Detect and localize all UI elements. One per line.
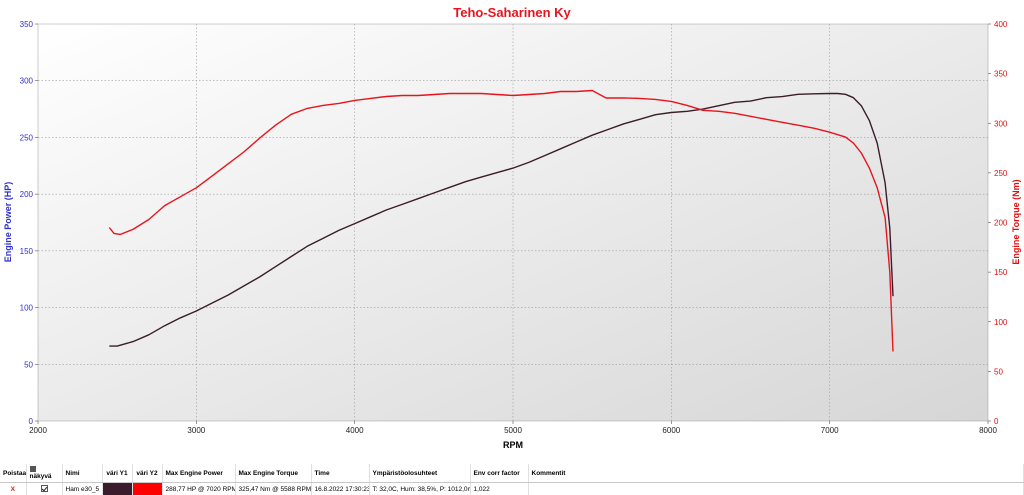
color-y1-swatch[interactable]	[102, 483, 131, 495]
header-time[interactable]: Time	[311, 464, 370, 483]
header-name[interactable]: Nimi	[62, 464, 103, 483]
run-name: Ham e30_5	[62, 482, 103, 495]
engine-power-line	[109, 92, 894, 347]
color-y2-cell[interactable]	[132, 482, 163, 495]
x-tick-label: 8000	[979, 426, 997, 435]
visible-all-checkbox[interactable]	[29, 466, 36, 473]
header-visible-label: näkyvä	[29, 473, 52, 480]
header-color-y2[interactable]: väri Y2	[132, 464, 163, 483]
header-env[interactable]: Ympäristöolosuhteet	[369, 464, 471, 483]
runs-table: Poistaa näkyvä Nimi väri Y1 väri Y2 Max …	[0, 464, 1024, 495]
env-value: T: 32,0C, Hum: 38,5%, P: 1012,0mBar	[369, 482, 471, 495]
time-value: 16.8.2022 17:30:23	[311, 482, 370, 495]
y-left-tick-label: 250	[20, 133, 34, 142]
delete-button[interactable]: X	[0, 482, 27, 495]
y-right-tick-label: 200	[994, 219, 1008, 228]
max-torque-value: 325,47 Nm @ 5588 RPM	[235, 482, 312, 495]
table-header-row: Poistaa näkyvä Nimi väri Y1 väri Y2 Max …	[0, 464, 1024, 483]
y-right-tick-label: 250	[994, 169, 1008, 178]
header-env-corr[interactable]: Env corr factor	[470, 464, 529, 483]
y-left-tick-label: 0	[29, 417, 34, 426]
axes: 2000 3000 4000 5000 6000 7000 8000050100150200…	[20, 20, 1008, 435]
visible-cell[interactable]	[26, 482, 63, 495]
y-right-tick-label: 50	[994, 367, 1003, 376]
x-tick-label: 2000	[29, 426, 47, 435]
x-tick-label: 5000	[504, 426, 522, 435]
y-right-tick-label: 0	[994, 417, 999, 426]
chart-title: Teho-Saharinen Ky	[453, 5, 571, 20]
x-tick-label: 7000	[821, 426, 839, 435]
header-visible[interactable]: näkyvä	[26, 464, 63, 483]
color-y1-cell[interactable]	[102, 482, 133, 495]
y-right-tick-label: 350	[994, 70, 1008, 79]
visible-checkbox[interactable]	[40, 485, 48, 493]
x-tick-label: 4000	[346, 426, 364, 435]
y-left-tick-label: 350	[20, 20, 34, 29]
engine-torque-line	[108, 89, 894, 352]
y-left-tick-label: 150	[20, 247, 34, 256]
header-color-y1[interactable]: väri Y1	[102, 464, 133, 483]
y-right-tick-label: 150	[994, 268, 1008, 277]
gridlines	[38, 24, 988, 421]
dyno-chart: Teho-Saharinen Ky 2000 3000 4000 5000 6000 70…	[3, 5, 1021, 450]
plot-area	[37, 23, 989, 422]
header-max-torque[interactable]: Max Engine Torque	[235, 464, 312, 483]
comment-value[interactable]	[528, 482, 1024, 495]
x-axis-label: RPM	[503, 440, 523, 450]
series-layer	[108, 89, 894, 352]
header-comment[interactable]: Kommentit	[528, 464, 1024, 483]
y-left-tick-label: 50	[24, 360, 33, 369]
env-corr-value: 1,022	[470, 482, 529, 495]
header-max-power[interactable]: Max Engine Power	[162, 464, 236, 483]
y-left-tick-label: 100	[20, 304, 34, 313]
color-y2-swatch[interactable]	[132, 483, 161, 495]
header-delete[interactable]: Poistaa	[0, 464, 27, 483]
y-right-tick-label: 400	[994, 20, 1008, 29]
max-power-value: 288,77 HP @ 7020 RPM	[162, 482, 236, 495]
y-left-axis-label: Engine Power (HP)	[3, 182, 13, 263]
x-tick-label: 3000	[187, 426, 205, 435]
y-right-tick-label: 100	[994, 318, 1008, 327]
y-right-axis-label: Engine Torque (Nm)	[1011, 179, 1021, 264]
y-left-tick-label: 200	[20, 190, 34, 199]
table-row[interactable]: X Ham e30_5 288,77 HP @ 7020 RPM 325,47 …	[0, 482, 1024, 495]
y-left-tick-label: 300	[20, 77, 34, 86]
y-right-tick-label: 300	[994, 119, 1008, 128]
x-tick-label: 6000	[662, 426, 680, 435]
